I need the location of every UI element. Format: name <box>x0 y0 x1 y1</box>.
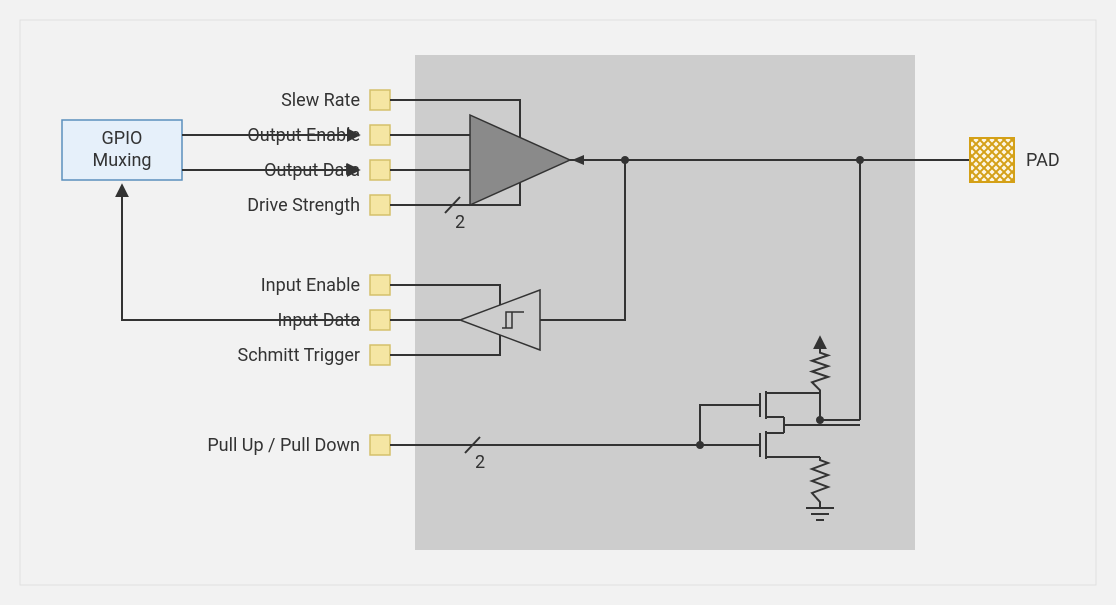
signal-label: Drive Strength <box>247 195 360 216</box>
signal-label: Schmitt Trigger <box>238 345 361 366</box>
bus-width-label: 2 <box>455 212 465 233</box>
register-box <box>370 435 390 455</box>
signal-label: Slew Rate <box>281 90 360 111</box>
register-box <box>370 195 390 215</box>
bus-width-label: 2 <box>475 452 485 473</box>
register-box <box>370 125 390 145</box>
register-box <box>370 275 390 295</box>
gpio-muxing-label2: Muxing <box>93 150 152 171</box>
gpio-muxing-label: GPIO <box>102 128 143 149</box>
junction-dot <box>621 156 629 164</box>
register-box <box>370 310 390 330</box>
gpio-pad-diagram: GPIOMuxingSlew RateOutput EnableOutput D… <box>0 0 1116 605</box>
signal-label: Input Enable <box>261 275 360 296</box>
register-box <box>370 90 390 110</box>
pad-icon <box>970 138 1014 182</box>
pad-label: PAD <box>1026 150 1060 171</box>
signal-label: Pull Up / Pull Down <box>207 435 360 456</box>
register-box <box>370 160 390 180</box>
register-box <box>370 345 390 365</box>
